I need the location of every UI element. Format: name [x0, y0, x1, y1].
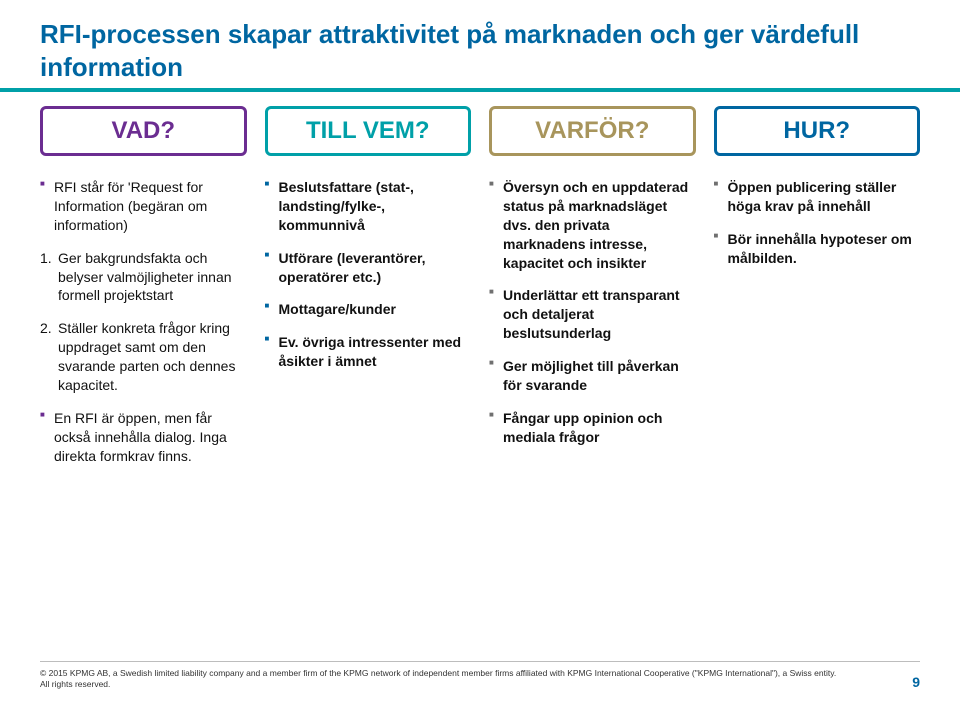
- ordered-text: Ger bakgrundsfakta och belyser valmöjlig…: [58, 250, 232, 304]
- col-label-hur: HUR?: [714, 106, 921, 156]
- list-item: Översyn och en uppdaterad status på mark…: [489, 178, 696, 272]
- footer-text: © 2015 KPMG AB, a Swedish limited liabil…: [40, 668, 836, 690]
- footer-line2: All rights reserved.: [40, 679, 110, 689]
- lead-item: RFI står för 'Request for Information (b…: [40, 178, 247, 235]
- col-vad: VAD? RFI står för 'Request for Informati…: [40, 106, 247, 480]
- list-item: Ger möjlighet till påverkan för svarande: [489, 357, 696, 395]
- col-label-tillvem: TILL VEM?: [265, 106, 472, 156]
- list-item: Underlättar ett transparant och detaljer…: [489, 286, 696, 343]
- ordered-text: Ställer konkreta frågor kring uppdraget …: [58, 320, 235, 393]
- ordered-item: 1. Ger bakgrundsfakta och belyser valmöj…: [40, 249, 247, 306]
- col-body-vad: RFI står för 'Request for Information (b…: [40, 178, 247, 466]
- ordered-num: 1.: [40, 249, 52, 268]
- col-body-varfor: Översyn och en uppdaterad status på mark…: [489, 178, 696, 447]
- col-label-varfor: VARFÖR?: [489, 106, 696, 156]
- list-item: Fångar upp opinion och mediala frågor: [489, 409, 696, 447]
- col-body-tillvem: Beslutsfattare (stat-, landsting/fylke-,…: [265, 178, 472, 371]
- slide-title: RFI-processen skapar attraktivitet på ma…: [40, 18, 920, 83]
- col-label-vad: VAD?: [40, 106, 247, 156]
- list-item: Ev. övriga intressenter med åsikter i äm…: [265, 333, 472, 371]
- ordered-item: 2. Ställer konkreta frågor kring uppdrag…: [40, 319, 247, 395]
- col-tillvem: TILL VEM? Beslutsfattare (stat-, landsti…: [265, 106, 472, 480]
- trail-item: En RFI är öppen, men får också innehålla…: [40, 409, 247, 466]
- footer-page-number: 9: [912, 674, 920, 690]
- list-item: Beslutsfattare (stat-, landsting/fylke-,…: [265, 178, 472, 235]
- columns-container: VAD? RFI står för 'Request for Informati…: [40, 106, 920, 480]
- col-varfor: VARFÖR? Översyn och en uppdaterad status…: [489, 106, 696, 480]
- list-item: Bör innehålla hypoteser om målbilden.: [714, 230, 921, 268]
- list-item: Mottagare/kunder: [265, 300, 472, 319]
- col-body-hur: Öppen publicering ställer höga krav på i…: [714, 178, 921, 268]
- ordered-num: 2.: [40, 319, 52, 338]
- col-hur: HUR? Öppen publicering ställer höga krav…: [714, 106, 921, 480]
- footer: © 2015 KPMG AB, a Swedish limited liabil…: [40, 661, 920, 690]
- list-item: Utförare (leverantörer, operatörer etc.): [265, 249, 472, 287]
- footer-line1: © 2015 KPMG AB, a Swedish limited liabil…: [40, 668, 836, 678]
- list-item: Öppen publicering ställer höga krav på i…: [714, 178, 921, 216]
- title-underline: [0, 88, 960, 92]
